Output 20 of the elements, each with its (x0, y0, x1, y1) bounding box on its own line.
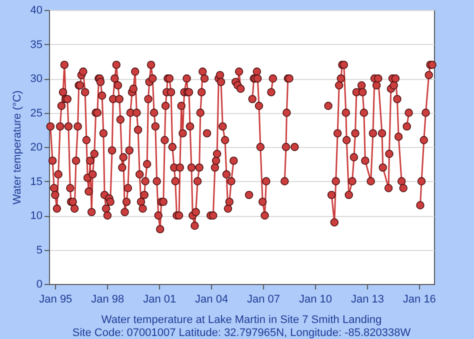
y-tick-label: 40 (30, 4, 42, 16)
x-tick-label: Jan 13 (350, 294, 384, 306)
x-tick-label: Jan 95 (39, 294, 72, 306)
y-tick-label: 20 (30, 142, 42, 154)
y-tick-label: 35 (30, 38, 42, 51)
y-tick-label: 15 (30, 176, 42, 188)
x-tick-label: Jan 07 (247, 294, 280, 306)
y-tick-label: 0 (36, 278, 42, 290)
y-tick-label: 30 (30, 73, 42, 85)
y-tick-label: 5 (36, 244, 42, 256)
text: Site Code: 07001007 Latitude: 32.797965N, Longitude: -85.820338W (72, 327, 412, 339)
x-tick-label: Jan 10 (298, 294, 332, 306)
x-tick-label: Jan 98 (91, 294, 124, 306)
x-tick-label: Jan 16 (402, 294, 436, 306)
x-tick-label: Jan 01 (143, 294, 176, 306)
y-axis-title: Water temperature (°C) (11, 90, 24, 205)
y-tick-label: 10 (30, 210, 42, 222)
text: Water temperature at Lake Martin in Site 7 Smith Landing (101, 314, 382, 326)
y-tick-label: 25 (30, 107, 42, 120)
x-tick-label: Jan 04 (195, 294, 228, 306)
